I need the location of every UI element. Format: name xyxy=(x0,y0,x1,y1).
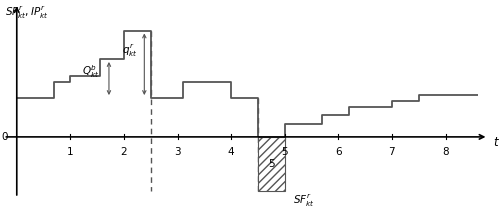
Text: 5: 5 xyxy=(282,147,288,157)
Text: $q^r_{kt}$: $q^r_{kt}$ xyxy=(122,43,138,59)
Text: 2: 2 xyxy=(120,147,128,157)
Text: 4: 4 xyxy=(228,147,234,157)
Text: 8: 8 xyxy=(442,147,449,157)
Text: 6: 6 xyxy=(335,147,342,157)
Text: $SF^r_{kt}$: $SF^r_{kt}$ xyxy=(293,192,314,209)
Text: 7: 7 xyxy=(388,147,395,157)
Text: $t$: $t$ xyxy=(492,136,500,149)
Text: $SF^r_{kt}, IP^r_{kt}$: $SF^r_{kt}, IP^r_{kt}$ xyxy=(5,5,49,21)
Bar xyxy=(258,137,284,191)
Text: 1: 1 xyxy=(67,147,73,157)
Text: 3: 3 xyxy=(174,147,181,157)
Text: $Q^b_{kt}$: $Q^b_{kt}$ xyxy=(82,64,100,80)
Text: 5: 5 xyxy=(268,159,274,169)
Text: 0: 0 xyxy=(2,132,8,142)
